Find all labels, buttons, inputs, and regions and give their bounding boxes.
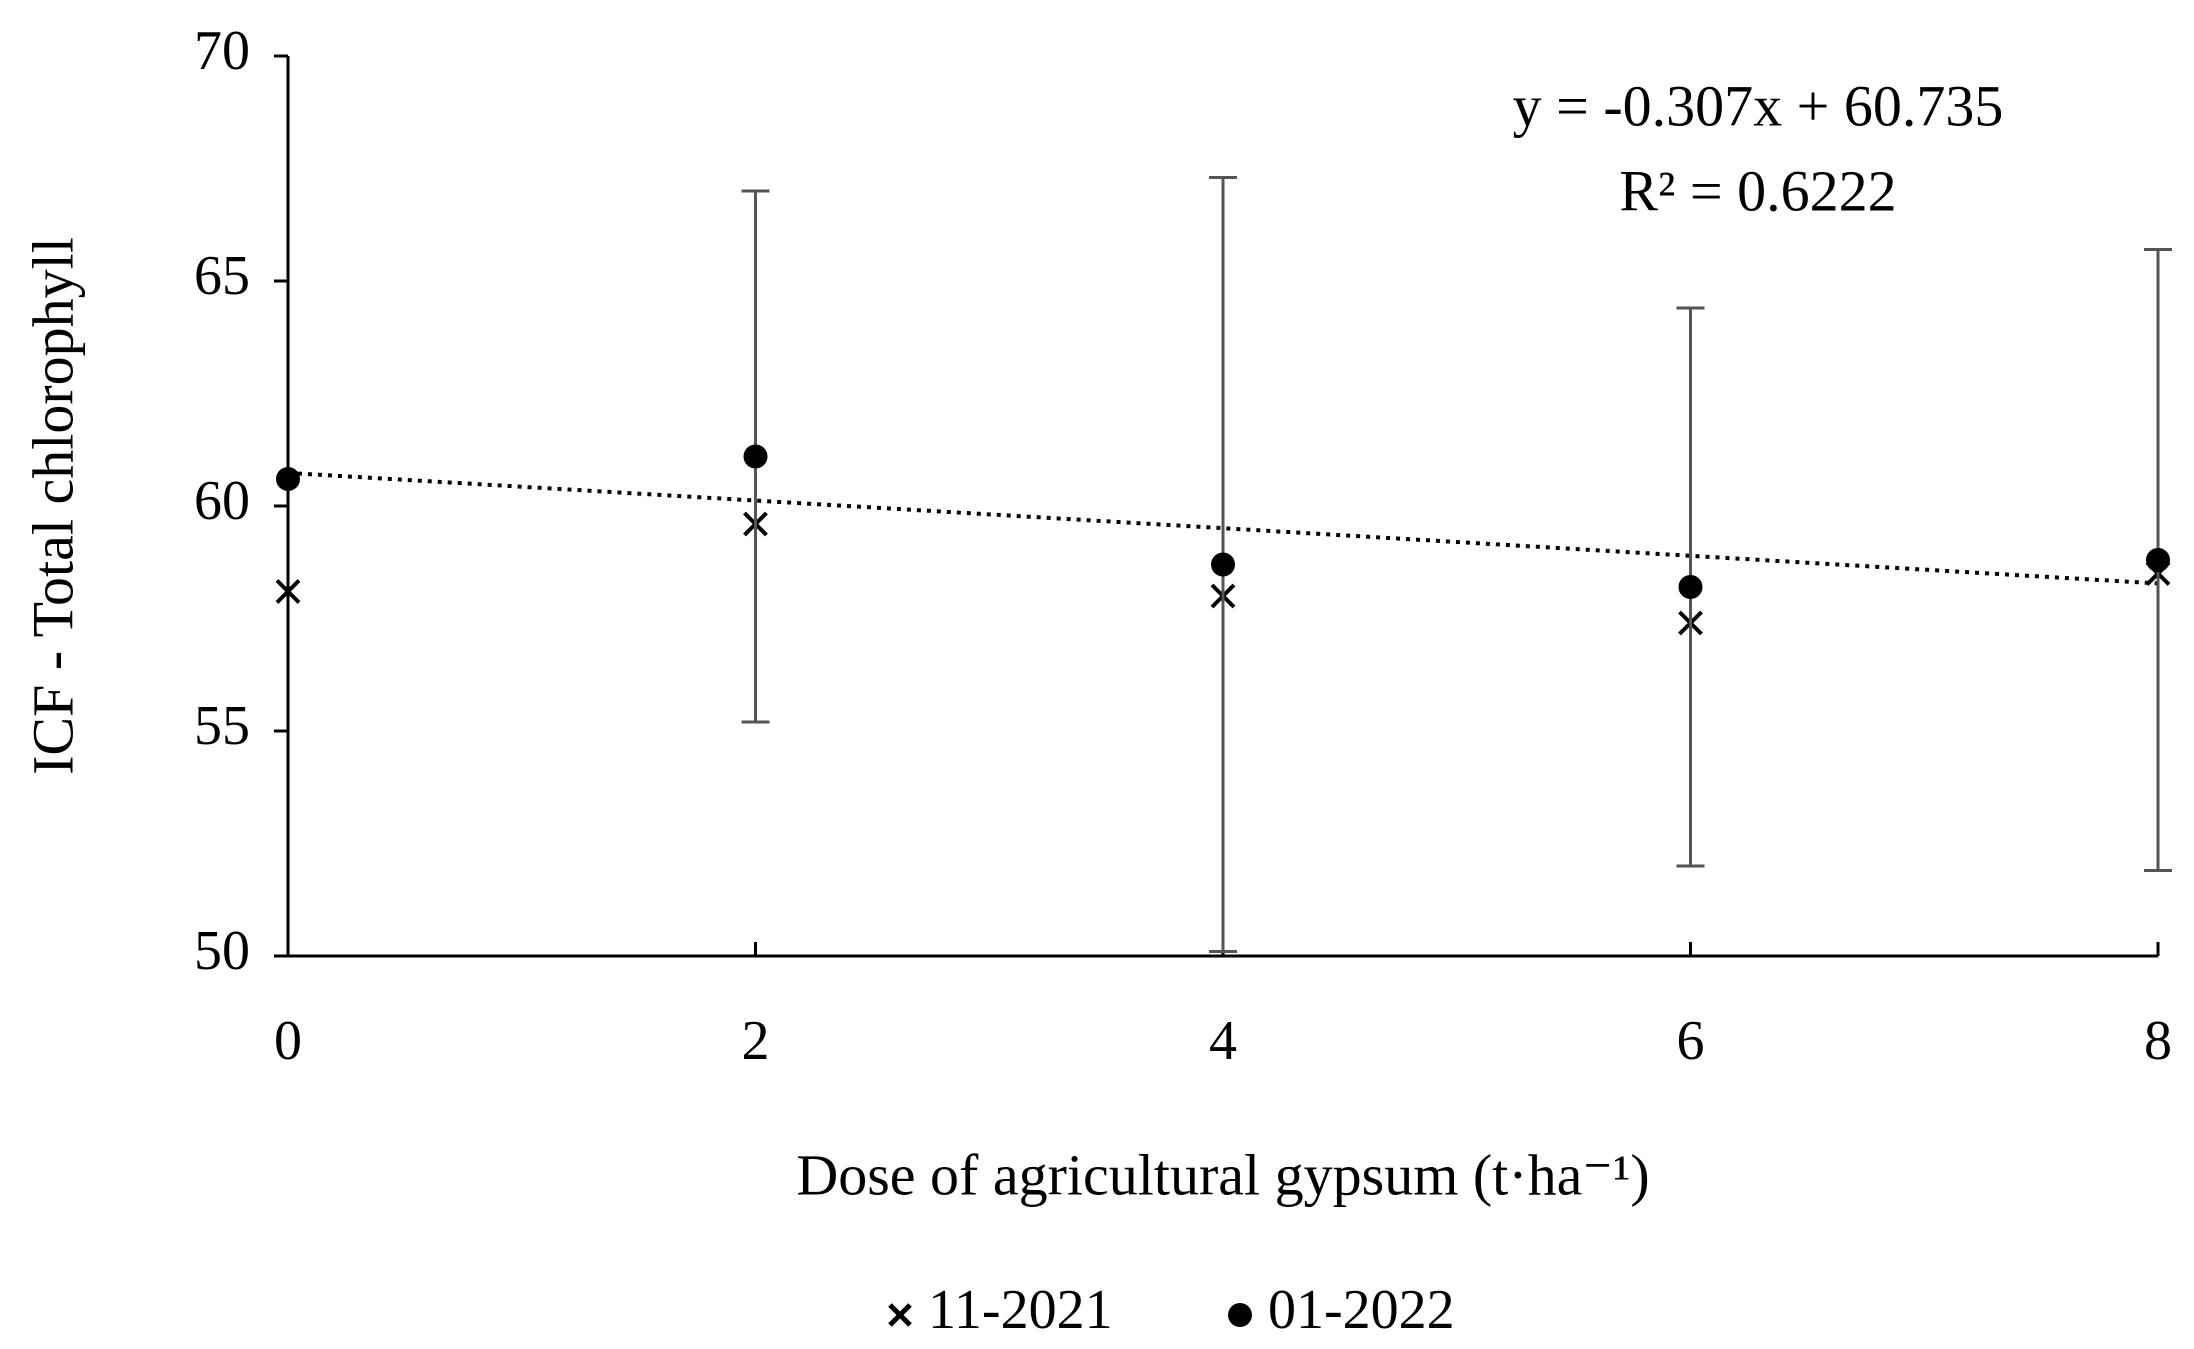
y-tick-label: 50	[194, 920, 250, 982]
dot-marker	[2146, 548, 2170, 572]
dot-marker	[276, 467, 300, 491]
legend-label: 01-2022	[1268, 1279, 1455, 1341]
dot-marker	[1678, 575, 1703, 599]
x-axis-title: Dose of agricultural gypsum (t·ha⁻¹)	[796, 1142, 1649, 1207]
legend-marker	[1228, 1303, 1252, 1327]
x-tick-label: 8	[2144, 1010, 2172, 1072]
dot-marker	[743, 444, 768, 469]
trend-r2: R² = 0.6222	[1619, 158, 1896, 223]
y-tick-label: 70	[194, 20, 250, 82]
x-tick-label: 6	[1677, 1010, 1705, 1072]
y-tick-label: 55	[194, 695, 250, 757]
legend-label: 11-2021	[928, 1279, 1113, 1341]
y-axis-title: ICF - Total chlorophyll	[20, 237, 85, 775]
x-tick-label: 4	[1209, 1010, 1237, 1072]
trendline	[287, 470, 2159, 586]
y-tick-label: 60	[194, 470, 250, 532]
dot-marker	[1211, 552, 1235, 577]
x-tick-label: 0	[274, 1010, 302, 1072]
legend-marker	[888, 1303, 912, 1327]
trend-equation: y = -0.307x + 60.735	[1513, 73, 2004, 138]
x-tick-label: 2	[742, 1010, 770, 1072]
y-tick-label: 65	[194, 245, 250, 307]
x-marker	[275, 579, 301, 604]
